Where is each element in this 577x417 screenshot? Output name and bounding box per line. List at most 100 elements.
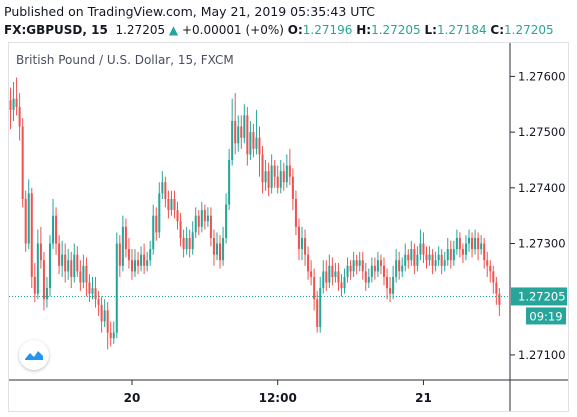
- chart-header: Published on TradingView.com, May 21, 20…: [4, 3, 573, 39]
- candle-down: [307, 254, 310, 272]
- candle-down: [425, 254, 428, 261]
- candle-down: [483, 243, 486, 261]
- candle-up: [370, 265, 373, 277]
- candle-up: [149, 249, 152, 261]
- tradingview-logo-icon[interactable]: [19, 340, 49, 370]
- candle-down: [100, 304, 103, 322]
- candle-up: [243, 115, 246, 138]
- candle-down: [252, 132, 255, 149]
- last-price-text: 1.27205: [115, 23, 166, 37]
- open-value: 1.27196: [302, 23, 353, 37]
- candle-up: [121, 226, 124, 266]
- candle-up: [115, 243, 118, 333]
- candle-down: [489, 265, 492, 272]
- candle-up: [352, 260, 355, 272]
- candle-up: [264, 171, 267, 183]
- candle-down: [39, 243, 42, 261]
- candle-down: [382, 265, 386, 277]
- candle-up: [464, 243, 467, 255]
- time-tick-label: 20: [124, 391, 141, 405]
- change-text: +0.00001 (+0%): [181, 23, 284, 37]
- candle-down: [282, 171, 285, 183]
- candle-down: [492, 271, 495, 283]
- candle-down: [109, 332, 112, 339]
- candle-up: [231, 120, 234, 160]
- candle-down: [364, 271, 367, 283]
- price-tick-label: 1.27600: [518, 69, 566, 83]
- candle-down: [124, 226, 127, 250]
- candle-down: [297, 226, 300, 250]
- candle-down: [431, 254, 434, 266]
- candle-down: [486, 260, 489, 266]
- candle-down: [70, 260, 73, 277]
- candle-up: [416, 254, 419, 266]
- candle-up: [343, 276, 346, 289]
- candle-up: [133, 260, 137, 272]
- candle-down: [422, 243, 425, 255]
- candle-down: [24, 198, 27, 244]
- candle-up: [222, 237, 225, 261]
- candle-down: [97, 299, 100, 305]
- candle-down: [76, 254, 79, 272]
- candle-up: [455, 237, 458, 250]
- candle-down: [316, 299, 319, 328]
- candle-down: [294, 198, 297, 227]
- candle-down: [325, 271, 328, 283]
- price-tick-label: 1.27100: [518, 348, 566, 362]
- candle-up: [206, 215, 209, 222]
- candle-down: [30, 193, 33, 277]
- candle-down: [386, 276, 389, 289]
- candle-down: [458, 237, 461, 250]
- candle-up: [410, 249, 413, 261]
- candle-up: [346, 265, 349, 277]
- symbol-label: FX:GBPUSD, 15: [4, 23, 108, 37]
- candle-down: [212, 237, 215, 255]
- candle-up: [52, 215, 55, 244]
- candle-up: [170, 198, 173, 211]
- candle-down: [261, 154, 264, 183]
- candle-up: [36, 243, 39, 294]
- candle-down: [276, 176, 279, 188]
- candle-down: [58, 243, 61, 266]
- candle-down: [188, 237, 191, 250]
- candle-up: [200, 210, 203, 227]
- candle-up: [67, 260, 70, 272]
- candle-down: [304, 237, 307, 255]
- published-line: Published on TradingView.com, May 21, 20…: [4, 4, 376, 19]
- candle-down: [18, 107, 21, 127]
- high-value: 1.27205: [371, 23, 421, 37]
- candle-down: [173, 198, 176, 211]
- candle-down: [310, 271, 313, 277]
- candle-up: [376, 260, 379, 272]
- candle-up: [103, 310, 106, 322]
- candle-down: [64, 254, 67, 272]
- open-label: O:: [287, 23, 303, 37]
- candle-up: [61, 254, 64, 266]
- candle-up: [91, 288, 94, 294]
- candle-up: [237, 126, 240, 144]
- candle-down: [373, 265, 376, 272]
- candle-up: [140, 254, 143, 266]
- candle-down: [258, 137, 261, 155]
- candle-down: [413, 249, 416, 266]
- candle-up: [255, 137, 258, 149]
- last-price-label: 1.27205: [518, 289, 566, 303]
- candle-down: [42, 260, 45, 300]
- low-label: L:: [424, 23, 437, 37]
- candle-down: [477, 237, 480, 250]
- candle-up: [158, 193, 161, 233]
- price-tick-label: 1.27500: [518, 125, 566, 139]
- candle-up: [443, 260, 446, 266]
- candle-down: [291, 176, 294, 199]
- candle-up: [467, 237, 471, 244]
- candle-down: [106, 310, 109, 333]
- last-price-label-bg: [511, 287, 567, 306]
- candle-up: [279, 171, 282, 188]
- chart-frame: [8, 42, 569, 412]
- candle-down: [288, 165, 291, 177]
- high-label: H:: [356, 23, 372, 37]
- candle-down: [461, 249, 464, 255]
- candle-down: [273, 165, 276, 177]
- candle-up: [48, 243, 52, 289]
